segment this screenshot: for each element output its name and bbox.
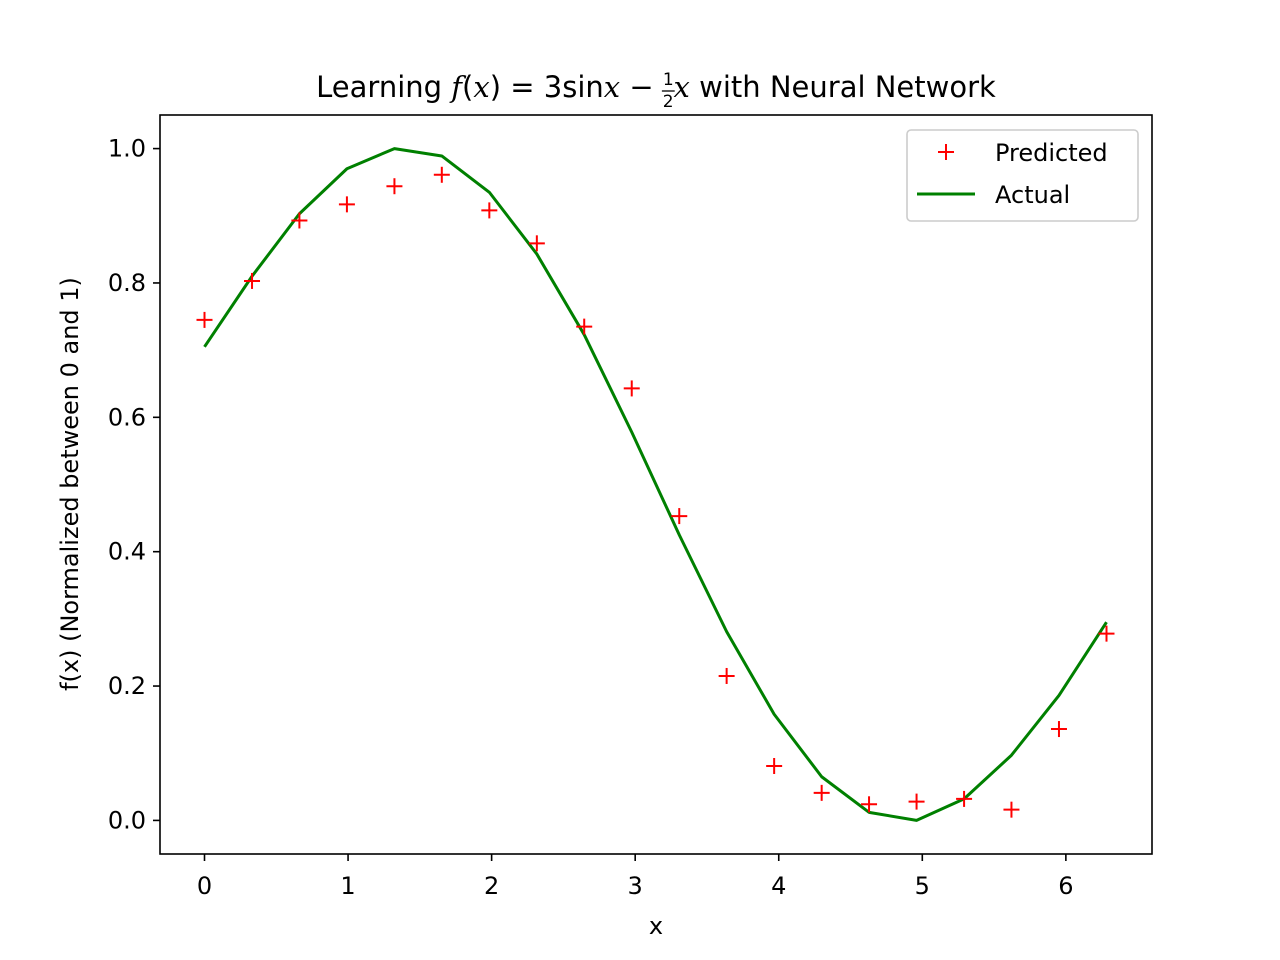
predicted-point <box>1003 801 1020 818</box>
x-tick-label: 0 <box>197 872 212 900</box>
title-frac-den: 2 <box>663 92 674 112</box>
x-tick-label: 6 <box>1058 872 1073 900</box>
y-tick-label: 0.4 <box>108 538 146 566</box>
predicted-point <box>244 272 261 289</box>
title-x: x <box>473 70 489 104</box>
series-layer <box>196 147 1115 822</box>
legend-predicted-label: Predicted <box>995 139 1108 167</box>
x-axis-label: x <box>649 912 663 940</box>
y-tick-label: 0.0 <box>108 806 146 834</box>
predicted-point <box>908 793 925 810</box>
legend: Predicted Actual <box>906 129 1139 222</box>
title-suffix: with Neural Network <box>690 70 996 104</box>
axes-frame <box>159 114 1153 855</box>
x-tick-label: 4 <box>771 872 786 900</box>
title-x3: x <box>674 70 690 104</box>
title-prefix: Learning <box>316 70 451 104</box>
predicted-point <box>956 790 973 807</box>
predicted-point <box>1098 625 1115 642</box>
predicted-point <box>623 380 640 397</box>
predicted-point <box>481 202 498 219</box>
x-ticks: 0 1 2 3 4 5 6 <box>197 854 1074 900</box>
title-eq: = 3 <box>501 70 562 104</box>
y-tick-label: 0.6 <box>108 403 146 431</box>
predicted-point <box>528 235 545 252</box>
legend-box <box>906 129 1139 222</box>
predicted-point <box>1050 721 1067 738</box>
x-tick-label: 5 <box>915 872 930 900</box>
y-axis-label: f(x) (Normalized between 0 and 1) <box>56 277 84 691</box>
predicted-point <box>576 318 593 335</box>
title-frac-num: 1 <box>663 70 674 90</box>
x-tick-label: 2 <box>484 872 499 900</box>
predicted-point <box>433 166 450 183</box>
y-tick-label: 0.8 <box>108 269 146 297</box>
predicted-point <box>718 667 735 684</box>
legend-actual-label: Actual <box>995 181 1070 209</box>
legend-predicted-marker <box>938 144 954 160</box>
predicted-point <box>861 796 878 813</box>
y-ticks: 0.0 0.2 0.4 0.6 0.8 1.0 <box>108 135 160 834</box>
predicted-point <box>291 212 308 229</box>
x-tick-label: 3 <box>628 872 643 900</box>
title-x2: x <box>604 70 620 104</box>
y-tick-label: 1.0 <box>108 135 146 163</box>
title-rparen: ) <box>490 70 501 104</box>
chart-title: Learning f(x) = 3sinx − 1 2x with Neural … <box>316 70 996 112</box>
predicted-point <box>386 178 403 195</box>
predicted-point <box>813 784 830 801</box>
predicted-point <box>766 757 783 774</box>
predicted-point <box>671 508 688 525</box>
title-sin: sin <box>562 70 604 104</box>
predicted-point <box>338 196 355 213</box>
series-actual-line <box>203 147 1108 822</box>
y-tick-label: 0.2 <box>108 672 146 700</box>
x-tick-label: 1 <box>340 872 355 900</box>
title-lparen: ( <box>462 70 473 104</box>
predicted-point <box>196 311 213 328</box>
title-minus: − <box>620 70 663 104</box>
